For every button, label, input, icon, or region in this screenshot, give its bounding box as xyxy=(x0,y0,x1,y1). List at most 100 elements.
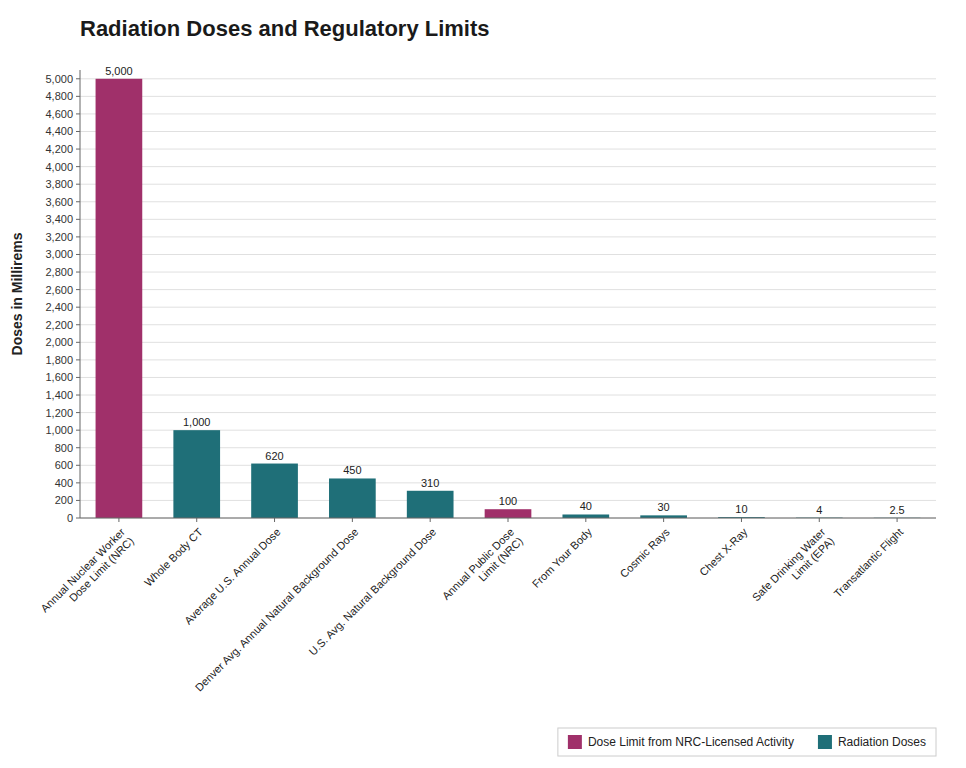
y-tick-label: 2,200 xyxy=(45,319,73,331)
y-tick xyxy=(76,201,80,202)
legend: Dose Limit from NRC-Licensed Activity Rad… xyxy=(558,728,936,756)
y-tick xyxy=(76,465,80,466)
x-tick-label-line: Annual Public Dose xyxy=(440,526,516,602)
x-tick-label: Whole Body CT xyxy=(142,525,205,588)
chart: 02004006008001,0001,2001,4001,6001,8002,… xyxy=(0,0,966,768)
x-tick-label: U.S. Avg. Natural Background Dose xyxy=(306,526,438,658)
grid-line xyxy=(80,149,936,150)
y-tick xyxy=(76,184,80,185)
bar xyxy=(96,79,143,518)
grid-line xyxy=(80,184,936,185)
y-tick-label: 2,600 xyxy=(45,284,73,296)
y-tick-label: 3,400 xyxy=(45,213,73,225)
y-axis-label: Doses in Millirems xyxy=(9,232,25,355)
y-tick-label: 4,200 xyxy=(45,143,73,155)
grid-line xyxy=(80,113,936,114)
x-tick-label: Transatlantic Flight xyxy=(831,526,905,600)
x-tick-label: From Your Body xyxy=(530,525,595,590)
y-tick xyxy=(76,166,80,167)
data-label: 5,000 xyxy=(105,65,133,77)
x-tick xyxy=(274,518,275,522)
x-tick-label-line: Chest X-Ray xyxy=(697,525,750,578)
grid-line xyxy=(80,412,936,413)
y-tick xyxy=(76,447,80,448)
legend-swatch xyxy=(818,735,832,749)
grid-line xyxy=(80,359,936,360)
y-tick xyxy=(76,272,80,273)
x-tick-label-line: Dose Limit (NRC) xyxy=(67,535,136,604)
x-tick xyxy=(508,518,509,522)
x-tick-label-line: Whole Body CT xyxy=(142,525,205,588)
y-tick xyxy=(76,430,80,431)
legend-label: Radiation Doses xyxy=(838,735,926,749)
y-tick-label: 2,400 xyxy=(45,301,73,313)
bar xyxy=(173,430,220,518)
y-tick xyxy=(76,254,80,255)
y-tick xyxy=(76,412,80,413)
x-tick-label-line: Cosmic Rays xyxy=(617,525,672,580)
data-label: 620 xyxy=(265,450,283,462)
y-tick-label: 4,800 xyxy=(45,90,73,102)
x-tick-label: Annual Nuclear WorkerDose Limit (NRC) xyxy=(38,525,136,623)
y-tick xyxy=(76,131,80,132)
y-tick-label: 1,400 xyxy=(45,389,73,401)
bar xyxy=(485,509,532,518)
x-tick-label: Denver Avg. Annual Natural Background Do… xyxy=(193,526,361,694)
x-tick-label-line: Annual Nuclear Worker xyxy=(38,525,127,614)
x-tick xyxy=(118,518,119,522)
grid-line xyxy=(80,342,936,343)
data-label: 1,000 xyxy=(183,416,211,428)
bars xyxy=(96,79,921,518)
x-tick xyxy=(585,518,586,522)
y-tick xyxy=(76,236,80,237)
x-tick-label-line: Limit (NRC) xyxy=(476,535,525,584)
y-tick-label: 3,800 xyxy=(45,178,73,190)
y-tick-label: 1,800 xyxy=(45,354,73,366)
grid-line xyxy=(80,96,936,97)
y-tick-label: 600 xyxy=(55,459,73,471)
x-tick-label: Chest X-Ray xyxy=(697,525,750,578)
legend-label: Dose Limit from NRC-Licensed Activity xyxy=(588,735,794,749)
data-label: 310 xyxy=(421,477,439,489)
data-label: 30 xyxy=(658,501,670,513)
y-tick xyxy=(76,482,80,483)
y-tick xyxy=(76,359,80,360)
y-tick-label: 400 xyxy=(55,477,73,489)
y-tick xyxy=(76,324,80,325)
x-tick xyxy=(430,518,431,522)
y-tick-label: 0 xyxy=(67,512,73,524)
y-tick xyxy=(76,500,80,501)
y-tick-label: 4,000 xyxy=(45,161,73,173)
x-tick-label-line: Transatlantic Flight xyxy=(831,526,905,600)
y-tick-label: 2,000 xyxy=(45,336,73,348)
y-tick-label: 1,200 xyxy=(45,407,73,419)
y-tick xyxy=(76,307,80,308)
data-label: 4 xyxy=(816,504,822,516)
x-tick xyxy=(741,518,742,522)
title: Radiation Doses and Regulatory Limits xyxy=(80,16,490,41)
y-tick xyxy=(76,518,80,519)
x-tick-label-line: Denver Avg. Annual Natural Background Do… xyxy=(193,526,361,694)
data-label: 2.5 xyxy=(889,504,904,516)
grid-line xyxy=(80,307,936,308)
x-tick-label-line: Safe Drinking Water xyxy=(750,525,828,603)
bar xyxy=(251,464,298,518)
grid-line xyxy=(80,254,936,255)
y-tick-label: 3,000 xyxy=(45,248,73,260)
y-tick xyxy=(76,377,80,378)
bar xyxy=(407,491,454,518)
y-tick xyxy=(76,149,80,150)
x-tick-label-line: Limit (EPA) xyxy=(789,535,836,582)
y-tick xyxy=(76,113,80,114)
y-tick xyxy=(76,78,80,79)
y-tick xyxy=(76,96,80,97)
grid-line xyxy=(80,201,936,202)
y-tick-label: 1,600 xyxy=(45,371,73,383)
legend-swatch xyxy=(568,735,582,749)
grid-line xyxy=(80,289,936,290)
y-tick xyxy=(76,289,80,290)
grid-line xyxy=(80,78,936,79)
y-tick-label: 5,000 xyxy=(45,73,73,85)
y-tick xyxy=(76,395,80,396)
grid-line xyxy=(80,236,936,237)
